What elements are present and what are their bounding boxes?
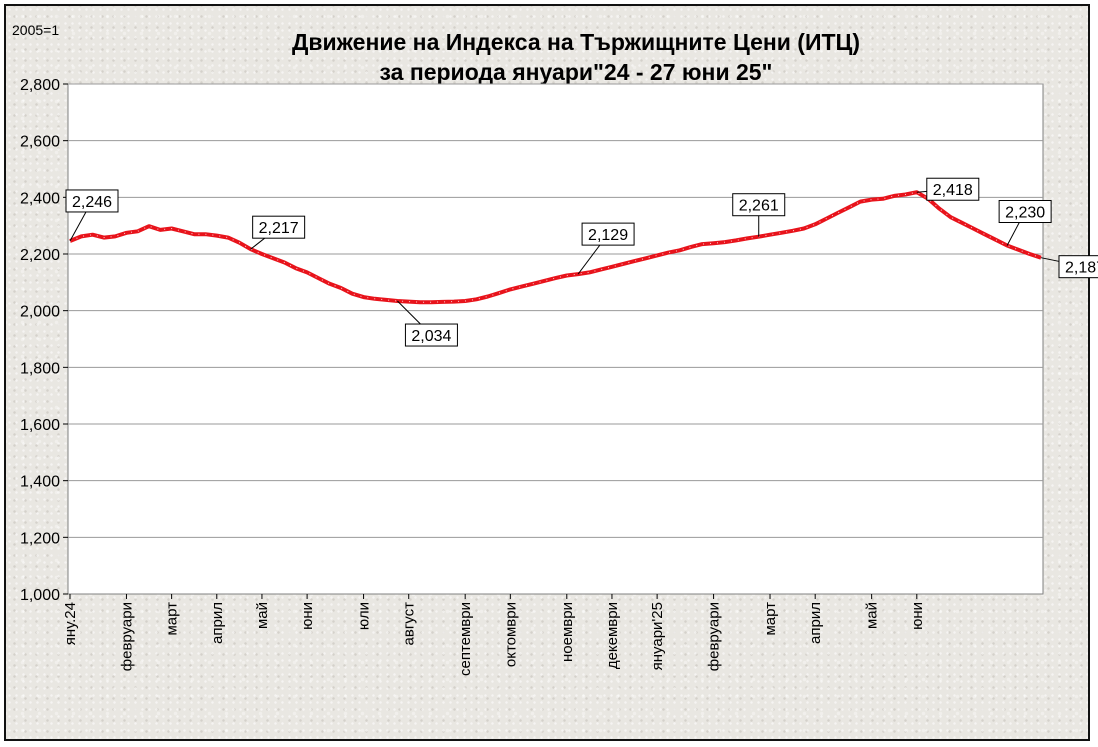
x-tick-label: май — [864, 602, 881, 629]
annotation-box — [732, 193, 786, 217]
y-tick-label: 1,000 — [20, 587, 60, 604]
x-tick-label: март — [762, 602, 779, 636]
annotation-box — [404, 323, 458, 347]
annotation-label: 2,129 — [588, 227, 628, 244]
annotation-label: 2,418 — [933, 182, 973, 199]
x-tick-label: декември — [604, 602, 621, 669]
x-tick-label: април — [209, 602, 226, 644]
annotation-label: 2,217 — [259, 220, 299, 237]
y-tick-label: 1,200 — [20, 530, 60, 547]
annotation-box — [252, 215, 306, 239]
chart-title-line1: Движение на Индекса на Тържищните Цени (… — [292, 29, 860, 55]
x-tick-label: февруари — [118, 602, 135, 671]
annotation-box — [1058, 255, 1098, 279]
annotation-label: 2,187 — [1065, 260, 1098, 277]
x-tick-label: февруари — [706, 602, 723, 671]
y-tick-label: 2,400 — [20, 190, 60, 207]
y-tick-label: 2,000 — [20, 304, 60, 321]
x-tick-label: август — [401, 602, 418, 646]
annotation-label: 2,034 — [411, 328, 451, 345]
annotation-label: 2,246 — [72, 194, 112, 211]
annotation-box — [926, 177, 980, 201]
x-tick-label: април — [807, 602, 824, 644]
x-tick-label: януари'25 — [649, 602, 666, 670]
annotation-box — [998, 200, 1052, 223]
annotation-box — [581, 222, 635, 246]
x-tick-label: юли — [356, 602, 373, 630]
y-tick-label: 2,600 — [20, 134, 60, 151]
y-tick-label: 2,200 — [20, 247, 60, 264]
y-tick-label: 1,800 — [20, 360, 60, 377]
y-tick-label: 2,800 — [20, 77, 60, 94]
x-tick-label: март — [164, 602, 181, 636]
annotation-label: 2,261 — [739, 198, 779, 215]
annotation-box — [65, 189, 119, 213]
x-tick-label: юни — [909, 602, 926, 630]
x-tick-label: септември — [457, 602, 474, 676]
x-tick-label: октомври — [502, 602, 519, 667]
series-line — [69, 190, 1042, 305]
x-tick-label: май — [254, 602, 271, 629]
y-tick-label: 1,400 — [20, 474, 60, 491]
y-tick-label: 1,600 — [20, 417, 60, 434]
x-axis: яну.24 февруари март април май юни юли август се… — [62, 594, 926, 676]
chart-title-line2: за периода януари"24 - 27 юни 25" — [380, 59, 773, 85]
gridlines — [68, 83, 1043, 538]
x-tick-label: юни — [299, 602, 316, 630]
base-note: 2005=1 — [12, 22, 59, 38]
y-axis: 1,000 1,200 1,400 1,600 1,800 2,000 2,200 2,400… — [20, 77, 68, 604]
x-tick-label: ноември — [559, 602, 576, 662]
x-tick-label: яну.24 — [62, 602, 79, 645]
series-line-path — [69, 190, 1042, 305]
annotation-label: 2,230 — [1005, 205, 1045, 222]
data-annotations: 2,246 2,217 2,034 2,129 2,261 2,418 2,230 2,187 — [65, 177, 1098, 347]
plot-area — [67, 83, 1044, 595]
